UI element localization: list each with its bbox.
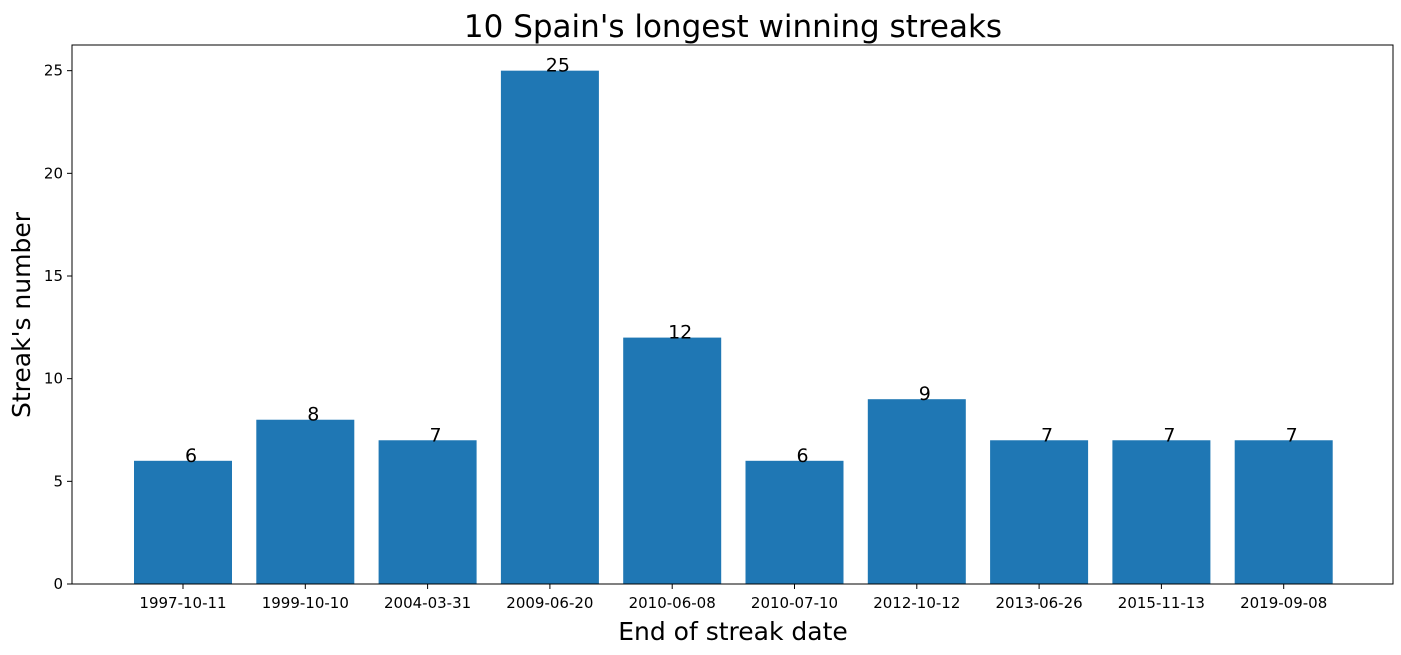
bar-2012-10-12 xyxy=(867,399,966,584)
y-axis-ticks: 0 5 10 15 20 25 xyxy=(44,62,72,593)
x-axis-label: End of streak date xyxy=(618,617,848,646)
data-label-2012-10-12: 9 xyxy=(919,383,931,405)
bars-group xyxy=(134,70,1333,584)
data-label-1999-10-10: 8 xyxy=(307,404,319,426)
data-label-1997-10-11: 6 xyxy=(185,445,197,467)
y-tick-label: 10 xyxy=(44,370,63,388)
data-label-2019-09-08: 7 xyxy=(1286,424,1298,446)
x-tick-label: 2013-06-26 xyxy=(996,594,1083,612)
x-tick-label: 2010-06-08 xyxy=(629,594,716,612)
x-tick-label: 2010-07-10 xyxy=(751,594,838,612)
x-tick-label: 1999-10-10 xyxy=(262,594,349,612)
bar-2004-03-31 xyxy=(378,440,477,584)
data-label-2015-11-13: 7 xyxy=(1163,424,1175,446)
x-axis-ticks: 1997-10-11 1999-10-10 2004-03-31 2009-06-20… xyxy=(139,584,1327,612)
x-tick-label: 2004-03-31 xyxy=(384,594,471,612)
x-tick-label: 2019-09-08 xyxy=(1240,594,1327,612)
plot-frame xyxy=(71,44,1394,585)
data-label-2009-06-20: 25 xyxy=(546,55,570,77)
y-tick-label: 20 xyxy=(44,164,63,182)
data-label-2010-06-08: 12 xyxy=(668,322,692,344)
bar-2010-06-08 xyxy=(623,337,722,584)
x-tick-label: 2009-06-20 xyxy=(506,594,593,612)
bar-2015-11-13 xyxy=(1112,440,1211,584)
data-label-2010-07-10: 6 xyxy=(796,445,808,467)
x-tick-label: 1997-10-11 xyxy=(139,594,226,612)
y-tick-label: 15 xyxy=(44,267,63,285)
x-tick-label: 2015-11-13 xyxy=(1118,594,1205,612)
bar-2019-09-08 xyxy=(1234,440,1333,584)
bar-2009-06-20 xyxy=(500,70,599,584)
chart-title: 10 Spain's longest winning streaks xyxy=(464,9,1002,45)
data-labels-group: 6 8 7 25 12 6 9 7 7 7 xyxy=(185,55,1298,467)
bar-2010-07-10 xyxy=(745,460,844,584)
x-tick-label: 2012-10-12 xyxy=(873,594,960,612)
bar-2013-06-26 xyxy=(990,440,1089,584)
y-tick-label: 25 xyxy=(44,62,63,80)
y-axis-label: Streak's number xyxy=(7,211,36,418)
bar-1997-10-11 xyxy=(134,460,232,584)
bar-1999-10-10 xyxy=(256,419,355,584)
data-label-2013-06-26: 7 xyxy=(1041,424,1053,446)
y-tick-label: 0 xyxy=(53,575,63,593)
data-label-2004-03-31: 7 xyxy=(430,424,442,446)
y-tick-label: 5 xyxy=(53,472,63,490)
